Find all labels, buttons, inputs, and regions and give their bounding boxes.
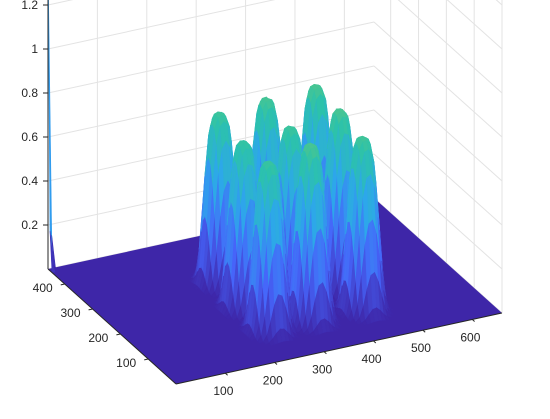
x-tick-mark bbox=[373, 340, 377, 344]
z-tick-label: 0.8 bbox=[21, 86, 38, 100]
x-tick-mark bbox=[472, 319, 475, 322]
surface-patch bbox=[292, 331, 300, 338]
grid-line bbox=[47, 0, 276, 50]
surface-patch bbox=[335, 318, 342, 326]
surface-patch bbox=[53, 264, 61, 273]
surface-patch bbox=[333, 320, 341, 329]
grid-line bbox=[47, 65, 375, 138]
grid-line bbox=[373, 65, 503, 182]
grid-line bbox=[47, 21, 375, 94]
x-axis-line bbox=[175, 312, 503, 385]
axis-layer bbox=[43, 0, 503, 385]
y-tick-mark bbox=[88, 308, 93, 311]
tick-labels: 100 200 300 400 500 600 100 200 300 400 0.2 0.4 0.6 0… bbox=[21, 0, 480, 398]
x-tick-mark bbox=[225, 372, 228, 376]
y-tick-mark bbox=[60, 283, 65, 286]
grid-line bbox=[373, 153, 503, 270]
y-tick-label: 300 bbox=[60, 306, 80, 320]
x-tick-label: 600 bbox=[460, 330, 480, 344]
z-tick-label: 1.2 bbox=[21, 0, 38, 12]
grid-line bbox=[446, 0, 503, 50]
surface-patch bbox=[387, 307, 394, 315]
x-tick-label: 200 bbox=[263, 373, 283, 387]
z-tick-label: 0.6 bbox=[21, 130, 38, 144]
x-tick-mark bbox=[323, 351, 327, 355]
x-tick-label: 300 bbox=[312, 363, 332, 377]
x-tick-mark bbox=[422, 329, 426, 333]
surface-patch bbox=[287, 331, 294, 341]
z-tick-label: 0.2 bbox=[21, 218, 38, 232]
y-tick-label: 400 bbox=[33, 281, 53, 295]
x-tick-label: 100 bbox=[213, 384, 233, 398]
surface-patch bbox=[331, 324, 339, 332]
surface-patch bbox=[48, 0, 54, 266]
surface-layer bbox=[48, 0, 502, 384]
x-tick-mark bbox=[274, 362, 278, 365]
grid-line bbox=[495, 0, 503, 6]
surface-patch bbox=[385, 309, 392, 318]
z-tick-label: 0.4 bbox=[21, 174, 38, 188]
y-tick-mark bbox=[144, 358, 149, 361]
grid-line bbox=[373, 21, 503, 138]
y-tick-mark bbox=[116, 333, 121, 336]
x-tick-label: 400 bbox=[362, 352, 382, 366]
x-tick-label: 500 bbox=[411, 341, 431, 355]
z-tick-label: 1 bbox=[31, 42, 38, 56]
grid-line bbox=[373, 109, 503, 226]
grid-line bbox=[397, 0, 503, 94]
y-tick-label: 100 bbox=[116, 356, 136, 370]
y-axis-line bbox=[47, 268, 177, 385]
y-tick-label: 200 bbox=[88, 331, 108, 345]
surface-patch bbox=[383, 313, 391, 321]
